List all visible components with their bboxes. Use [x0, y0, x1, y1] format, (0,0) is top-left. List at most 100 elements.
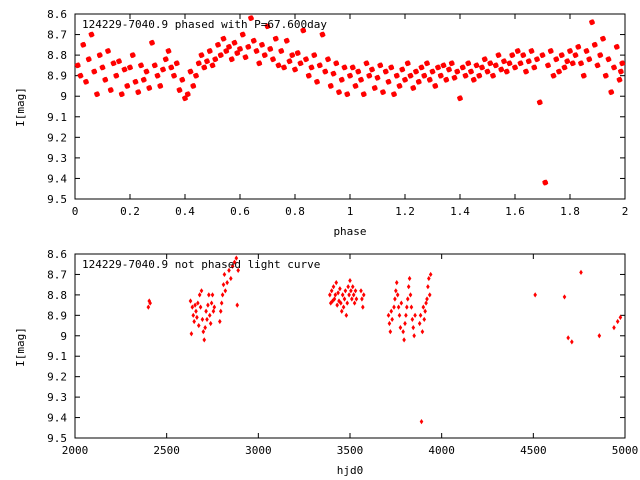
phased-data-point	[396, 83, 403, 89]
phased-data-point	[567, 48, 573, 54]
unphased-data-point	[354, 296, 359, 302]
unphased-data-point	[419, 419, 424, 425]
unphased-data-point	[234, 255, 239, 261]
phased-data-point	[462, 72, 469, 79]
phased-data-point	[597, 52, 604, 59]
phased-data-point	[206, 48, 213, 54]
phased-data-point	[437, 72, 444, 79]
unphased-data-point	[218, 308, 223, 314]
phased-data-point	[220, 35, 227, 42]
phased-data-point	[514, 48, 521, 54]
phased-plot-points	[74, 15, 626, 186]
phased-data-point	[575, 43, 582, 50]
unphased-data-point	[394, 280, 399, 286]
phased-ytick-label: 9.5	[47, 193, 67, 206]
unphased-data-point	[353, 288, 358, 294]
unphased-data-point	[193, 302, 197, 308]
phased-xtick-label: 1.6	[505, 205, 525, 218]
unphased-data-point	[390, 316, 394, 323]
unphased-plot-ylabel: I[mag]	[14, 327, 27, 367]
unphased-data-point	[426, 284, 430, 290]
unphased-data-point	[612, 325, 616, 331]
phased-data-point	[77, 72, 84, 79]
unphased-ytick-label: 9.2	[47, 371, 67, 384]
phased-data-point	[88, 31, 95, 38]
phased-data-point	[129, 52, 136, 59]
unphased-data-point	[360, 296, 364, 302]
phased-data-point	[531, 64, 538, 71]
phased-data-point	[107, 87, 114, 93]
phased-data-point	[99, 64, 106, 71]
unphased-data-point	[351, 292, 356, 298]
phased-data-point	[171, 72, 177, 79]
unphased-data-point	[205, 316, 209, 323]
phased-data-point	[509, 52, 516, 59]
unphased-data-point	[229, 275, 233, 282]
phased-data-point	[523, 68, 529, 75]
phased-data-point	[226, 43, 232, 50]
unphased-data-point	[220, 292, 225, 298]
unphased-data-point	[198, 304, 203, 310]
phased-data-point	[594, 62, 601, 69]
phased-data-point	[517, 60, 524, 67]
unphased-data-point	[389, 308, 394, 314]
phased-data-point	[363, 60, 370, 67]
unphased-data-point	[199, 288, 204, 294]
unphased-data-point	[427, 292, 432, 298]
phased-data-point	[479, 64, 485, 71]
phased-data-point	[435, 64, 441, 71]
phased-data-point	[432, 83, 439, 89]
phased-data-point	[314, 78, 320, 85]
unphased-data-point	[361, 292, 366, 298]
phased-plot-title: 124229-7040.9 phased with P=67.600day	[82, 18, 327, 31]
unphased-data-point	[339, 308, 344, 314]
phased-data-point	[487, 60, 494, 67]
unphased-ytick-label: 8.7	[47, 268, 67, 281]
phased-data-point	[325, 56, 331, 63]
phased-data-point	[154, 72, 161, 79]
phased-data-point	[448, 60, 455, 67]
phased-data-point	[501, 58, 507, 65]
phased-data-point	[193, 72, 199, 79]
unphased-data-point	[408, 292, 413, 298]
phased-data-point	[297, 60, 304, 67]
phased-ytick-label: 9	[60, 90, 67, 103]
phased-data-point	[160, 66, 166, 73]
phased-data-point	[281, 64, 287, 71]
unphased-data-point	[344, 312, 349, 318]
phased-data-point	[336, 89, 342, 96]
phased-data-point	[619, 60, 626, 67]
unphased-data-point	[207, 292, 211, 298]
unphased-data-point	[333, 292, 338, 298]
unphased-data-point	[422, 316, 427, 323]
phased-data-point	[300, 27, 307, 34]
unphased-data-point	[189, 331, 194, 337]
phased-data-point	[292, 66, 298, 73]
phased-data-point	[468, 68, 474, 75]
unphased-ytick-label: 9.3	[47, 391, 67, 404]
phased-data-point	[179, 76, 186, 83]
unphased-data-point	[328, 300, 333, 306]
phased-data-point	[481, 56, 488, 63]
unphased-data-point	[204, 308, 208, 314]
phased-data-point	[286, 58, 293, 65]
phased-data-point	[132, 78, 139, 85]
unphased-xtick-label: 2500	[153, 444, 180, 457]
phased-data-point	[327, 83, 334, 89]
unphased-data-point	[343, 288, 348, 294]
unphased-data-point	[223, 288, 228, 294]
phased-data-point	[217, 52, 224, 59]
unphased-xtick-label: 2000	[62, 444, 89, 457]
phased-data-point	[231, 39, 238, 46]
phased-data-point	[613, 43, 620, 50]
unphased-data-point	[409, 304, 414, 310]
phased-data-point	[360, 91, 367, 98]
unphased-data-point	[417, 320, 422, 327]
phased-data-point	[454, 68, 461, 75]
unphased-data-point	[222, 271, 227, 278]
phased-data-point	[457, 95, 463, 102]
phased-data-point	[503, 68, 510, 75]
phased-data-point	[415, 78, 422, 85]
phased-data-point	[168, 64, 175, 71]
phased-data-point	[385, 78, 392, 85]
